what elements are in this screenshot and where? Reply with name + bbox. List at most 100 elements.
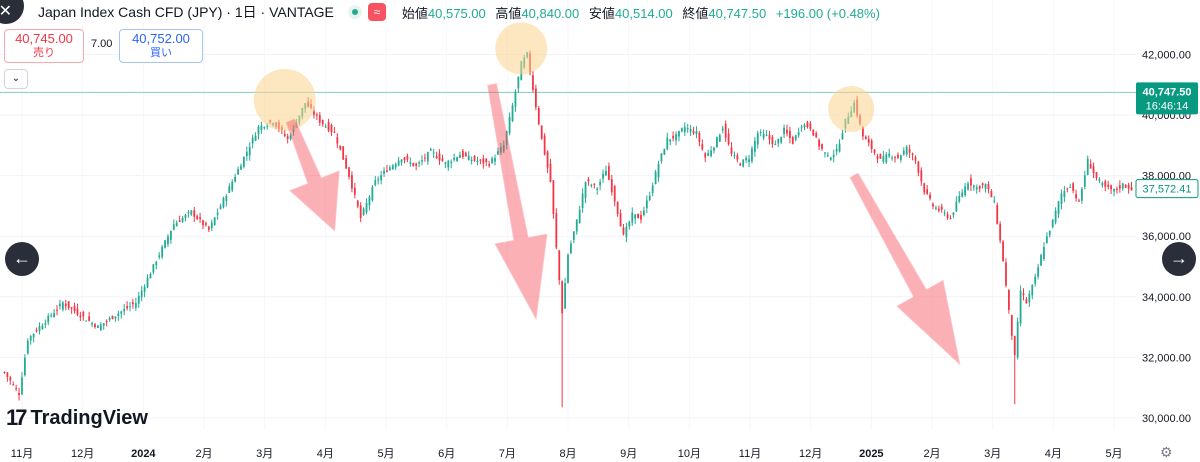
candle xyxy=(978,185,981,193)
candle-body xyxy=(444,162,447,164)
candle xyxy=(234,173,237,183)
candle-body xyxy=(905,146,908,155)
candle xyxy=(41,323,44,330)
next-arrow-icon[interactable]: → xyxy=(1162,242,1196,276)
x-tick-label: 4月 xyxy=(1045,448,1062,460)
tradingview-logo[interactable]: 17 TradingView xyxy=(6,405,148,431)
candle-body xyxy=(313,111,315,115)
candle-body xyxy=(505,131,508,146)
candle-body xyxy=(479,159,482,161)
candle-body xyxy=(730,147,733,154)
candle-body xyxy=(459,154,461,159)
x-tick-label: 7月 xyxy=(499,448,516,460)
sell-price: 40,745.00 xyxy=(15,31,73,46)
candle xyxy=(981,182,984,189)
down-arrow-5 xyxy=(849,172,961,366)
candle xyxy=(999,221,1002,244)
symbol-title[interactable]: Japan Index Cash CFD (JPY) · 1日 · VANTAG… xyxy=(38,4,334,20)
candle xyxy=(15,384,18,392)
close-icon[interactable]: ✕ xyxy=(0,0,24,24)
candle-body xyxy=(511,105,514,122)
close-label: 終値 xyxy=(682,5,709,21)
candle xyxy=(18,387,20,401)
candle-body xyxy=(680,128,683,132)
candle-body xyxy=(718,135,721,142)
candle xyxy=(815,131,818,139)
candle-body xyxy=(44,323,47,325)
candle-body xyxy=(800,126,803,128)
candle xyxy=(61,300,64,312)
candle xyxy=(794,134,797,142)
candle xyxy=(403,156,406,164)
candle xyxy=(158,252,161,260)
candle xyxy=(64,299,67,311)
candle xyxy=(771,134,774,148)
candle-body xyxy=(584,182,587,199)
candle-body xyxy=(935,207,937,209)
candle-body xyxy=(695,131,698,135)
candle-body xyxy=(362,208,365,215)
candle xyxy=(193,207,196,223)
candle-body xyxy=(610,179,613,193)
candle xyxy=(85,320,88,322)
candle-body xyxy=(768,135,771,140)
candle-body xyxy=(73,305,76,312)
candle-body xyxy=(616,202,619,215)
candle xyxy=(1075,189,1077,202)
candle-body xyxy=(672,135,675,139)
candle xyxy=(134,297,137,311)
candle-body xyxy=(835,149,838,152)
candle-body xyxy=(914,157,917,161)
candle-body xyxy=(572,231,575,240)
candle xyxy=(210,219,213,232)
candle-body xyxy=(932,203,934,207)
candle-body xyxy=(625,226,628,238)
candle xyxy=(149,272,152,279)
y-tick-label: 36,000.00 xyxy=(1142,231,1191,243)
prev-arrow-icon[interactable]: ← xyxy=(5,242,39,276)
candle-body xyxy=(371,186,374,201)
candle xyxy=(473,155,476,162)
candle-body xyxy=(426,152,429,162)
candle-body xyxy=(351,175,353,189)
candle-body xyxy=(1045,236,1048,243)
candle xyxy=(257,124,260,140)
candle xyxy=(602,169,604,183)
sell-button[interactable]: 40,745.00 売り xyxy=(4,29,84,63)
candle xyxy=(117,310,120,321)
candle xyxy=(826,152,829,158)
candle xyxy=(108,316,111,322)
candle-body xyxy=(1054,210,1057,223)
settings-gear-icon[interactable]: ⚙ xyxy=(1160,444,1173,460)
buy-button[interactable]: 40,752.00 買い xyxy=(119,29,203,63)
candle-body xyxy=(1007,289,1010,310)
candle-body xyxy=(864,136,867,140)
candle-body xyxy=(202,220,204,226)
candle xyxy=(345,154,347,170)
market-status[interactable]: ≈ xyxy=(347,3,392,21)
candle xyxy=(610,174,613,196)
candle-body xyxy=(561,281,564,314)
collapse-chevron-icon[interactable]: ⌄ xyxy=(4,69,28,89)
candle-body xyxy=(120,311,123,314)
candle-body xyxy=(467,155,470,161)
candle xyxy=(1086,155,1089,176)
candle xyxy=(205,221,207,227)
candle-body xyxy=(841,133,844,140)
candle-body xyxy=(158,255,161,258)
candle xyxy=(132,298,134,309)
candle xyxy=(824,152,826,158)
candle-body xyxy=(1048,230,1051,235)
candle-body xyxy=(409,162,412,164)
candle-body xyxy=(240,165,242,170)
candle xyxy=(514,89,517,112)
candle xyxy=(564,277,566,309)
candle xyxy=(695,126,698,139)
candle xyxy=(499,142,502,155)
candle-body xyxy=(838,143,841,152)
candle xyxy=(937,205,940,213)
candle xyxy=(894,155,896,163)
candle-body xyxy=(386,170,388,172)
candle-body xyxy=(473,155,476,161)
